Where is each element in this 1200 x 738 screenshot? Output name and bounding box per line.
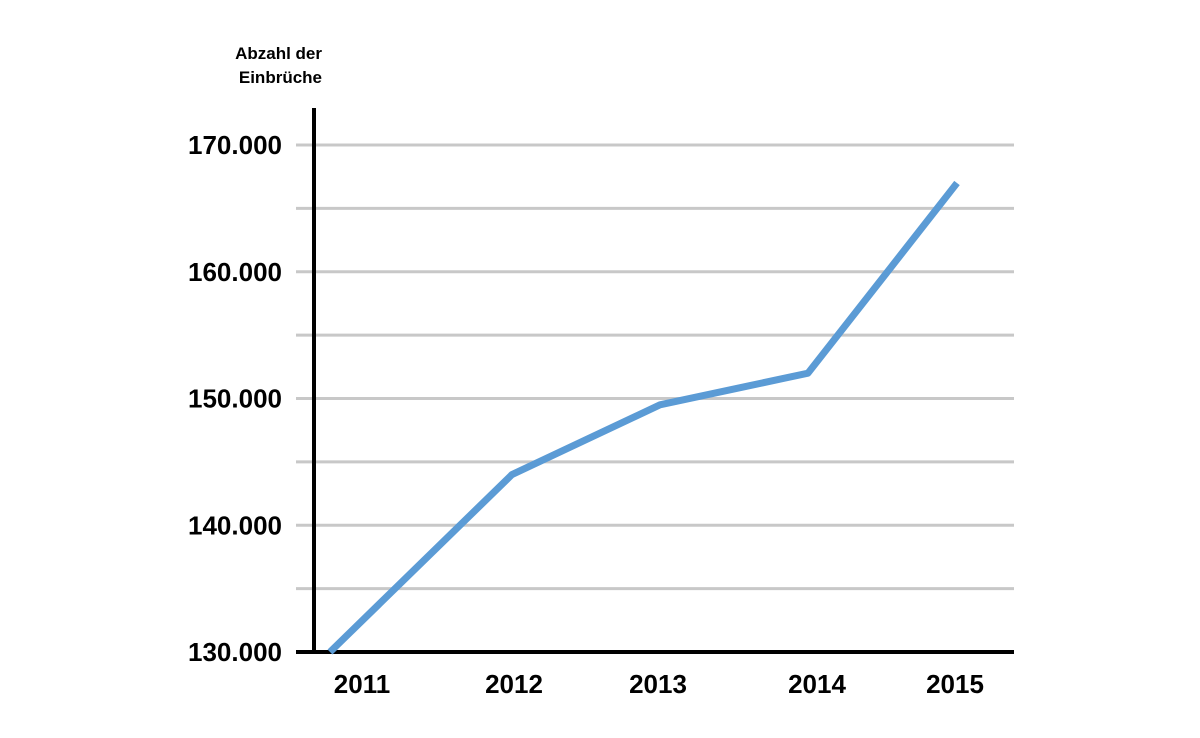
series-line [327,180,960,655]
y-tick-label: 160.000 [188,257,282,287]
y-axis-label-line-2: Einbrüche [238,68,322,87]
x-tick-label: 2014 [788,669,846,699]
x-axis-ticks: 2011 2012 2013 2014 2015 [334,669,984,699]
gridlines [296,143,1014,591]
x-tick-label: 2012 [485,669,543,699]
y-tick-label: 150.000 [188,384,282,414]
x-tick-label: 2013 [629,669,687,699]
y-axis-label-line-1: Abzahl der [235,44,322,63]
y-tick-label: 130.000 [188,637,282,667]
y-tick-label: 140.000 [188,510,282,540]
x-tick-label: 2011 [334,669,390,699]
y-axis-ticks: 130.000 140.000 150.000 160.000 170.000 [188,130,282,667]
y-tick-label: 170.000 [188,130,282,160]
x-tick-label: 2015 [926,669,984,699]
